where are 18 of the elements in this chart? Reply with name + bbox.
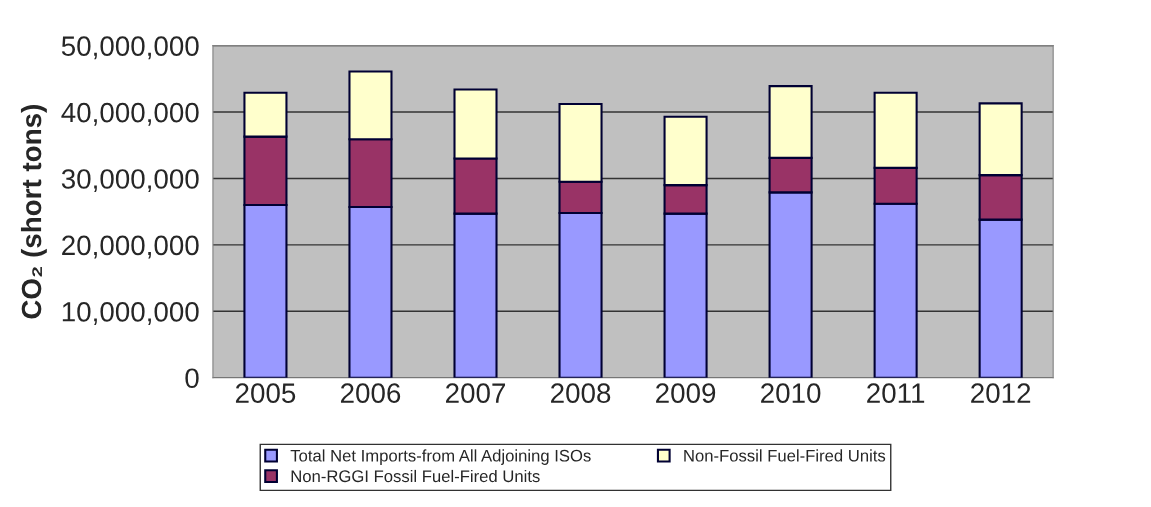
y-tick-label: 30,000,000 <box>61 169 199 193</box>
y-axis-title: CO₂ (short tons) <box>20 105 47 319</box>
legend-label: Non-RGGI Fossil Fuel-Fired Units <box>291 469 540 483</box>
x-tick-label: 2005 <box>235 383 296 403</box>
y-tick-label: 40,000,000 <box>61 102 199 126</box>
x-tick-label: 2009 <box>656 383 716 403</box>
y-tick-label: 20,000,000 <box>62 235 199 259</box>
y-tick-label: 10,000,000 <box>62 301 199 325</box>
x-tick-label: 2012 <box>971 383 1031 403</box>
y-tick-label: 0 <box>185 368 199 389</box>
x-tick-label: 2006 <box>340 383 401 403</box>
x-tick-label: 2010 <box>761 383 821 403</box>
x-tick-label: 2011 <box>867 383 925 403</box>
y-tick-label: 50,000,000 <box>61 36 199 60</box>
legend-label: Total Net Imports-from All Adjoining ISOs <box>290 449 591 465</box>
x-tick-label: 2008 <box>551 383 611 403</box>
legend-label: Non-Fossil Fuel-Fired Units <box>684 449 886 462</box>
x-tick-label: 2007 <box>446 383 506 403</box>
